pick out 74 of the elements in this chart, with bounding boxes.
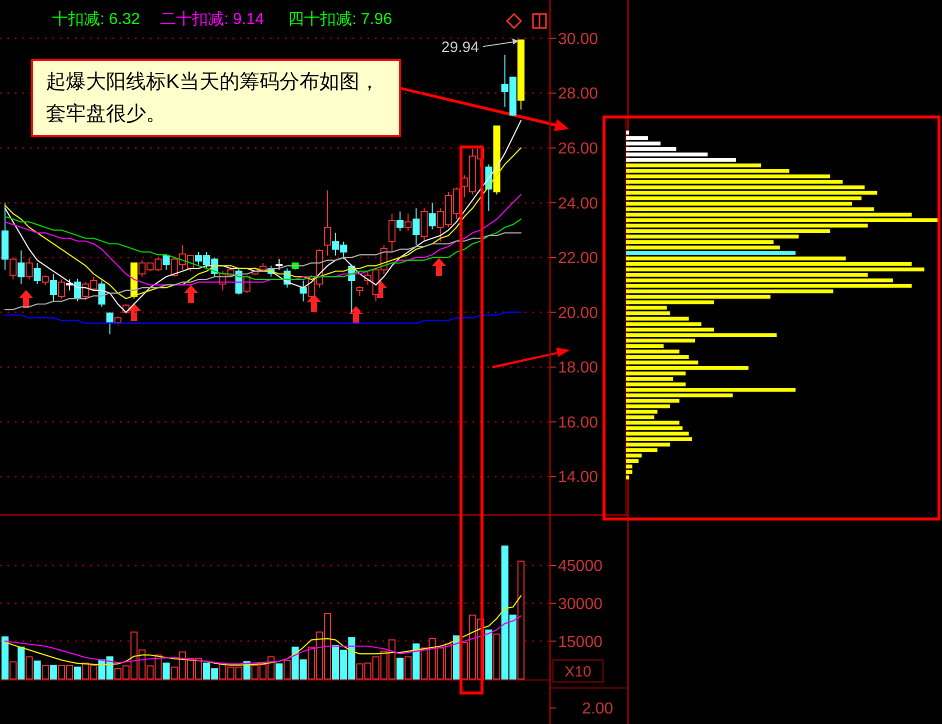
y-tick-label: 30.00 [558,30,598,48]
y-tick-label: 20.00 [558,304,598,322]
annotation: 四十扣减: 7.96 [288,10,392,28]
bar [276,663,283,680]
bar [626,294,770,299]
y-tick-label: 22.00 [558,250,598,268]
y-tick-label: 26.00 [558,140,598,158]
bar [626,202,852,206]
candlestick [300,280,307,302]
bar [626,251,796,255]
bar [18,646,25,680]
annotation: 29.94 [441,39,479,56]
candlestick [356,286,364,296]
candlestick [428,202,436,230]
bar [493,634,500,680]
candlestick [324,190,332,256]
y-tick-label: 15000 [558,634,603,651]
bar [412,643,420,680]
bar [626,185,865,190]
y-tick-label: 24.00 [558,195,598,212]
candlestick [276,258,283,270]
bar [42,664,49,680]
candlestick [34,262,41,285]
bar [34,660,41,680]
bar [626,398,680,403]
bar [284,660,291,680]
candlestick [50,273,57,302]
bar [162,662,170,680]
bar [26,656,33,680]
bar [74,666,82,680]
candlestick [18,250,25,285]
bar [626,190,878,195]
bar [626,410,658,414]
candlestick [66,278,74,291]
text: 2.00 [582,700,614,718]
bar [626,207,874,212]
bar [396,658,404,680]
y-tick-label: 14.00 [558,469,598,486]
bar [626,306,667,310]
bar [485,630,492,680]
bar [626,404,670,408]
annotation: 起爆大阳线标K当天的筹码分布如图，套牢盘很少。 [46,71,380,125]
candlestick [412,208,420,246]
annotation: 十扣减: 6.32 [52,10,140,28]
line-series [4,615,522,664]
annotation: 二十扣减: 9.14 [160,10,264,28]
bar [2,636,9,680]
bar [626,300,714,304]
bar [517,560,524,680]
candlestick [106,312,114,335]
candlestick [396,210,404,232]
y-tick-label: 45000 [558,558,603,576]
bar [626,420,680,425]
bar [10,661,17,680]
y-tick-label: 28.00 [558,86,598,103]
candlestick [10,257,17,280]
candlestick [26,257,33,280]
y-tick-label: 30000 [558,596,603,613]
line-series [4,232,522,310]
candlestick [388,213,396,253]
candlestick [58,278,65,300]
y-tick-label: 16.00 [558,414,598,432]
candlestick [42,274,49,286]
candlestick [162,253,170,270]
bar [50,664,57,680]
text: X10 [564,663,592,680]
bar [404,656,412,680]
line-series [4,147,522,300]
bar [626,196,862,200]
bar [626,311,670,316]
y-tick-label: 18.00 [558,360,598,377]
line-series [4,595,522,666]
bar [626,415,654,420]
candlestick [404,213,412,232]
